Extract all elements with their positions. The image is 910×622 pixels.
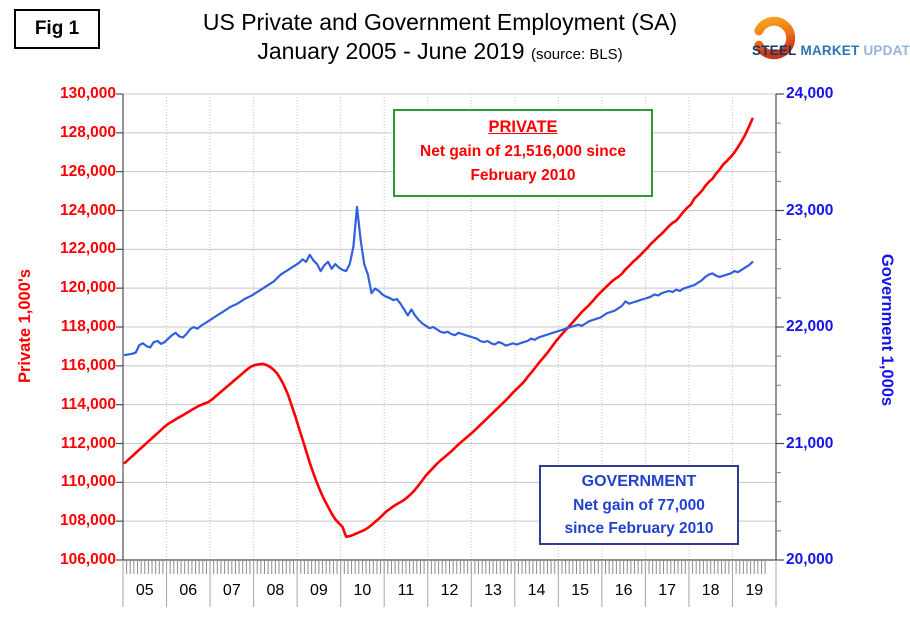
chart-subtitle: January 2005 - June 2019 (source: BLS) bbox=[115, 37, 765, 69]
left-axis-tick-label: 106,000 bbox=[59, 551, 116, 568]
left-axis-tick-label: 108,000 bbox=[59, 512, 116, 530]
right-axis-tick-label: 22,000 bbox=[786, 318, 834, 335]
x-axis-year-label: 09 bbox=[309, 582, 328, 599]
x-axis-year-label: 05 bbox=[135, 582, 154, 599]
x-axis-year-label: 15 bbox=[571, 582, 589, 599]
logo-word-steel: STEEL bbox=[752, 43, 797, 58]
left-axis-tick-label: 120,000 bbox=[59, 279, 116, 297]
government-annotation-line2: Net gain of 77,000 bbox=[573, 497, 705, 514]
private-annotation-box: PRIVATE Net gain of 21,516,000 since Feb… bbox=[393, 109, 653, 197]
left-axis-tick-label: 114,000 bbox=[60, 395, 116, 413]
date-range: January 2005 - June 2019 bbox=[257, 38, 525, 64]
private-annotation-line2: Net gain of 21,516,000 since bbox=[420, 143, 626, 160]
private-employment-line bbox=[123, 117, 754, 539]
x-axis-year-label: 07 bbox=[222, 582, 241, 599]
right-axis-tick-label: 23,000 bbox=[786, 201, 834, 219]
right-axis-tick-label: 21,000 bbox=[786, 434, 834, 452]
logo-word-update: UPDATE bbox=[863, 43, 910, 58]
figure-label: Fig 1 bbox=[34, 18, 80, 39]
x-axis-year-label: 10 bbox=[353, 582, 372, 599]
left-axis-title: Private 1,000's bbox=[16, 269, 34, 384]
x-axis-year-label: 06 bbox=[179, 582, 198, 599]
logo-crescent-icon bbox=[754, 16, 796, 60]
chart-title-block: US Private and Government Employment (SA… bbox=[115, 8, 765, 69]
left-axis-tick-label: 130,000 bbox=[59, 85, 116, 102]
x-axis-year-label: 16 bbox=[614, 582, 633, 599]
x-axis-year-label: 18 bbox=[701, 582, 720, 599]
left-axis-tick-label: 122,000 bbox=[59, 240, 116, 258]
x-axis-year-label: 17 bbox=[658, 582, 677, 599]
left-axis-tick-label: 124,000 bbox=[59, 201, 116, 219]
x-axis-year-label: 12 bbox=[440, 582, 459, 599]
chart-title: US Private and Government Employment (SA… bbox=[202, 9, 678, 35]
steel-market-update-logo: STEELMARKETUPDATE bbox=[740, 12, 910, 70]
x-axis-year-label: 19 bbox=[745, 582, 764, 599]
government-annotation-line3: since February 2010 bbox=[564, 520, 714, 537]
logo-text: STEELMARKETUPDATE bbox=[752, 43, 910, 58]
left-axis-tick-label: 110,000 bbox=[60, 473, 116, 491]
right-axis-title: Government 1,000s bbox=[878, 253, 896, 407]
right-axis-tick-label: 20,000 bbox=[786, 551, 834, 568]
x-axis-year-label: 13 bbox=[484, 582, 502, 599]
private-annotation-line3: February 2010 bbox=[470, 167, 576, 184]
source-note: (source: BLS) bbox=[530, 46, 623, 63]
right-axis-tick-label: 24,000 bbox=[786, 85, 834, 102]
x-axis-year-label: 08 bbox=[266, 582, 285, 599]
x-axis-year-label: 14 bbox=[527, 582, 546, 599]
left-axis-tick-label: 128,000 bbox=[59, 123, 116, 141]
private-annotation-heading: PRIVATE bbox=[488, 118, 558, 136]
left-axis-tick-label: 126,000 bbox=[59, 162, 116, 180]
government-annotation-box: GOVERNMENT Net gain of 77,000 since Febr… bbox=[539, 465, 739, 545]
government-employment-line bbox=[123, 205, 754, 357]
logo-word-market: MARKET bbox=[800, 43, 860, 58]
government-annotation-heading: GOVERNMENT bbox=[581, 473, 697, 490]
left-axis-tick-label: 116,000 bbox=[60, 356, 116, 374]
left-axis-tick-label: 118,000 bbox=[60, 318, 116, 335]
left-axis-tick-label: 112,000 bbox=[60, 434, 116, 452]
x-axis-year-label: 11 bbox=[397, 582, 415, 599]
figure-label-box: Fig 1 bbox=[14, 9, 100, 49]
